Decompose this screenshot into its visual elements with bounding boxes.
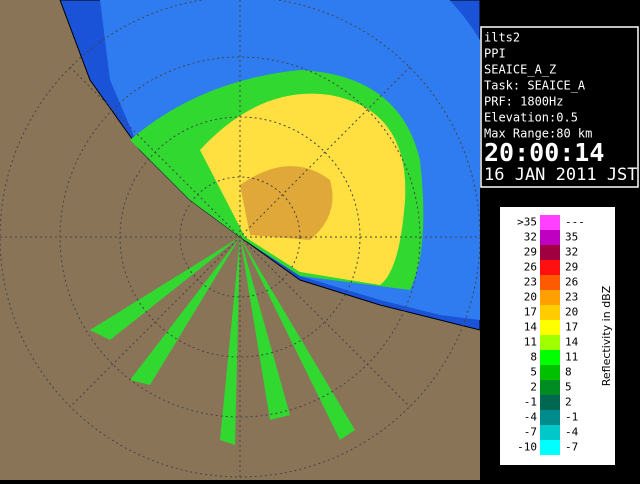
legend-high: -4 [565, 426, 579, 439]
legend-low: 17 [524, 306, 537, 319]
legend-low: -1 [524, 396, 537, 409]
legend-swatch [540, 395, 560, 410]
echo-rays [90, 237, 355, 445]
echo-orange [240, 166, 333, 240]
legend-swatch [540, 425, 560, 440]
legend-high: 32 [565, 246, 578, 259]
date: 16 JAN 2011 JST [484, 165, 638, 185]
time: 20:00:14 [484, 138, 604, 167]
legend-low: 14 [524, 321, 538, 334]
legend-swatch [540, 230, 560, 245]
legend-swatch [540, 320, 560, 335]
legend-high: -1 [565, 411, 578, 424]
legend-low: 20 [524, 291, 537, 304]
legend-swatch [540, 335, 560, 350]
radar-map [0, 0, 480, 480]
legend-high: 26 [565, 276, 578, 289]
legend-high: 5 [565, 381, 572, 394]
info-line: Max Range:80 km [484, 127, 592, 141]
legend-swatch [540, 290, 560, 305]
legend-low: >35 [517, 216, 537, 229]
legend-swatch [540, 410, 560, 425]
legend-high: 8 [565, 366, 572, 379]
legend-low: 29 [524, 246, 537, 259]
legend-high: 35 [565, 231, 578, 244]
legend-low: 5 [530, 366, 537, 379]
legend-low: 23 [524, 276, 537, 289]
legend-low: -10 [517, 441, 537, 454]
legend-high: 14 [565, 336, 579, 349]
legend-high: 23 [565, 291, 578, 304]
legend-high: 2 [565, 396, 572, 409]
legend-high: 11 [565, 351, 578, 364]
legend-high: 17 [565, 321, 578, 334]
legend-title: Reflectivity in dBZ [600, 285, 613, 386]
legend-low: 8 [530, 351, 537, 364]
info-line: PRF: 1800Hz [484, 95, 563, 109]
info-box [480, 26, 639, 188]
info-line: PPI [484, 47, 506, 61]
legend-swatch [540, 275, 560, 290]
info-line: Task: SEAICE_A [484, 79, 586, 93]
legend-high: --- [565, 216, 585, 229]
legend-swatch [540, 215, 560, 230]
info-line: ilts2 [484, 31, 520, 45]
legend: >35 --- 32 35 29 32 26 29 23 26 20 23 17 20 14 17 11 14 8 1… [517, 215, 585, 455]
legend-swatch [540, 350, 560, 365]
legend-low: 26 [524, 261, 537, 274]
legend-high: 29 [565, 261, 578, 274]
legend-low: 11 [524, 336, 537, 349]
legend-low: 32 [524, 231, 537, 244]
legend-swatch [540, 365, 560, 380]
legend-low: -7 [524, 426, 537, 439]
legend-high: -7 [565, 441, 578, 454]
info-line: SEAICE_A_Z [484, 63, 556, 77]
legend-swatch [540, 440, 560, 455]
range-rings [0, 0, 480, 480]
legend-high: 20 [565, 306, 578, 319]
legend-swatch [540, 305, 560, 320]
legend-low: -4 [524, 411, 538, 424]
legend-swatch [540, 380, 560, 395]
legend-swatch [540, 245, 560, 260]
legend-low: 2 [530, 381, 537, 394]
info-lines: ilts2 PPI SEAICE_A_Z Task: SEAICE_A PRF: 180… [484, 31, 592, 141]
info-line: Elevation:0.5 [484, 111, 578, 125]
legend-swatch [540, 260, 560, 275]
